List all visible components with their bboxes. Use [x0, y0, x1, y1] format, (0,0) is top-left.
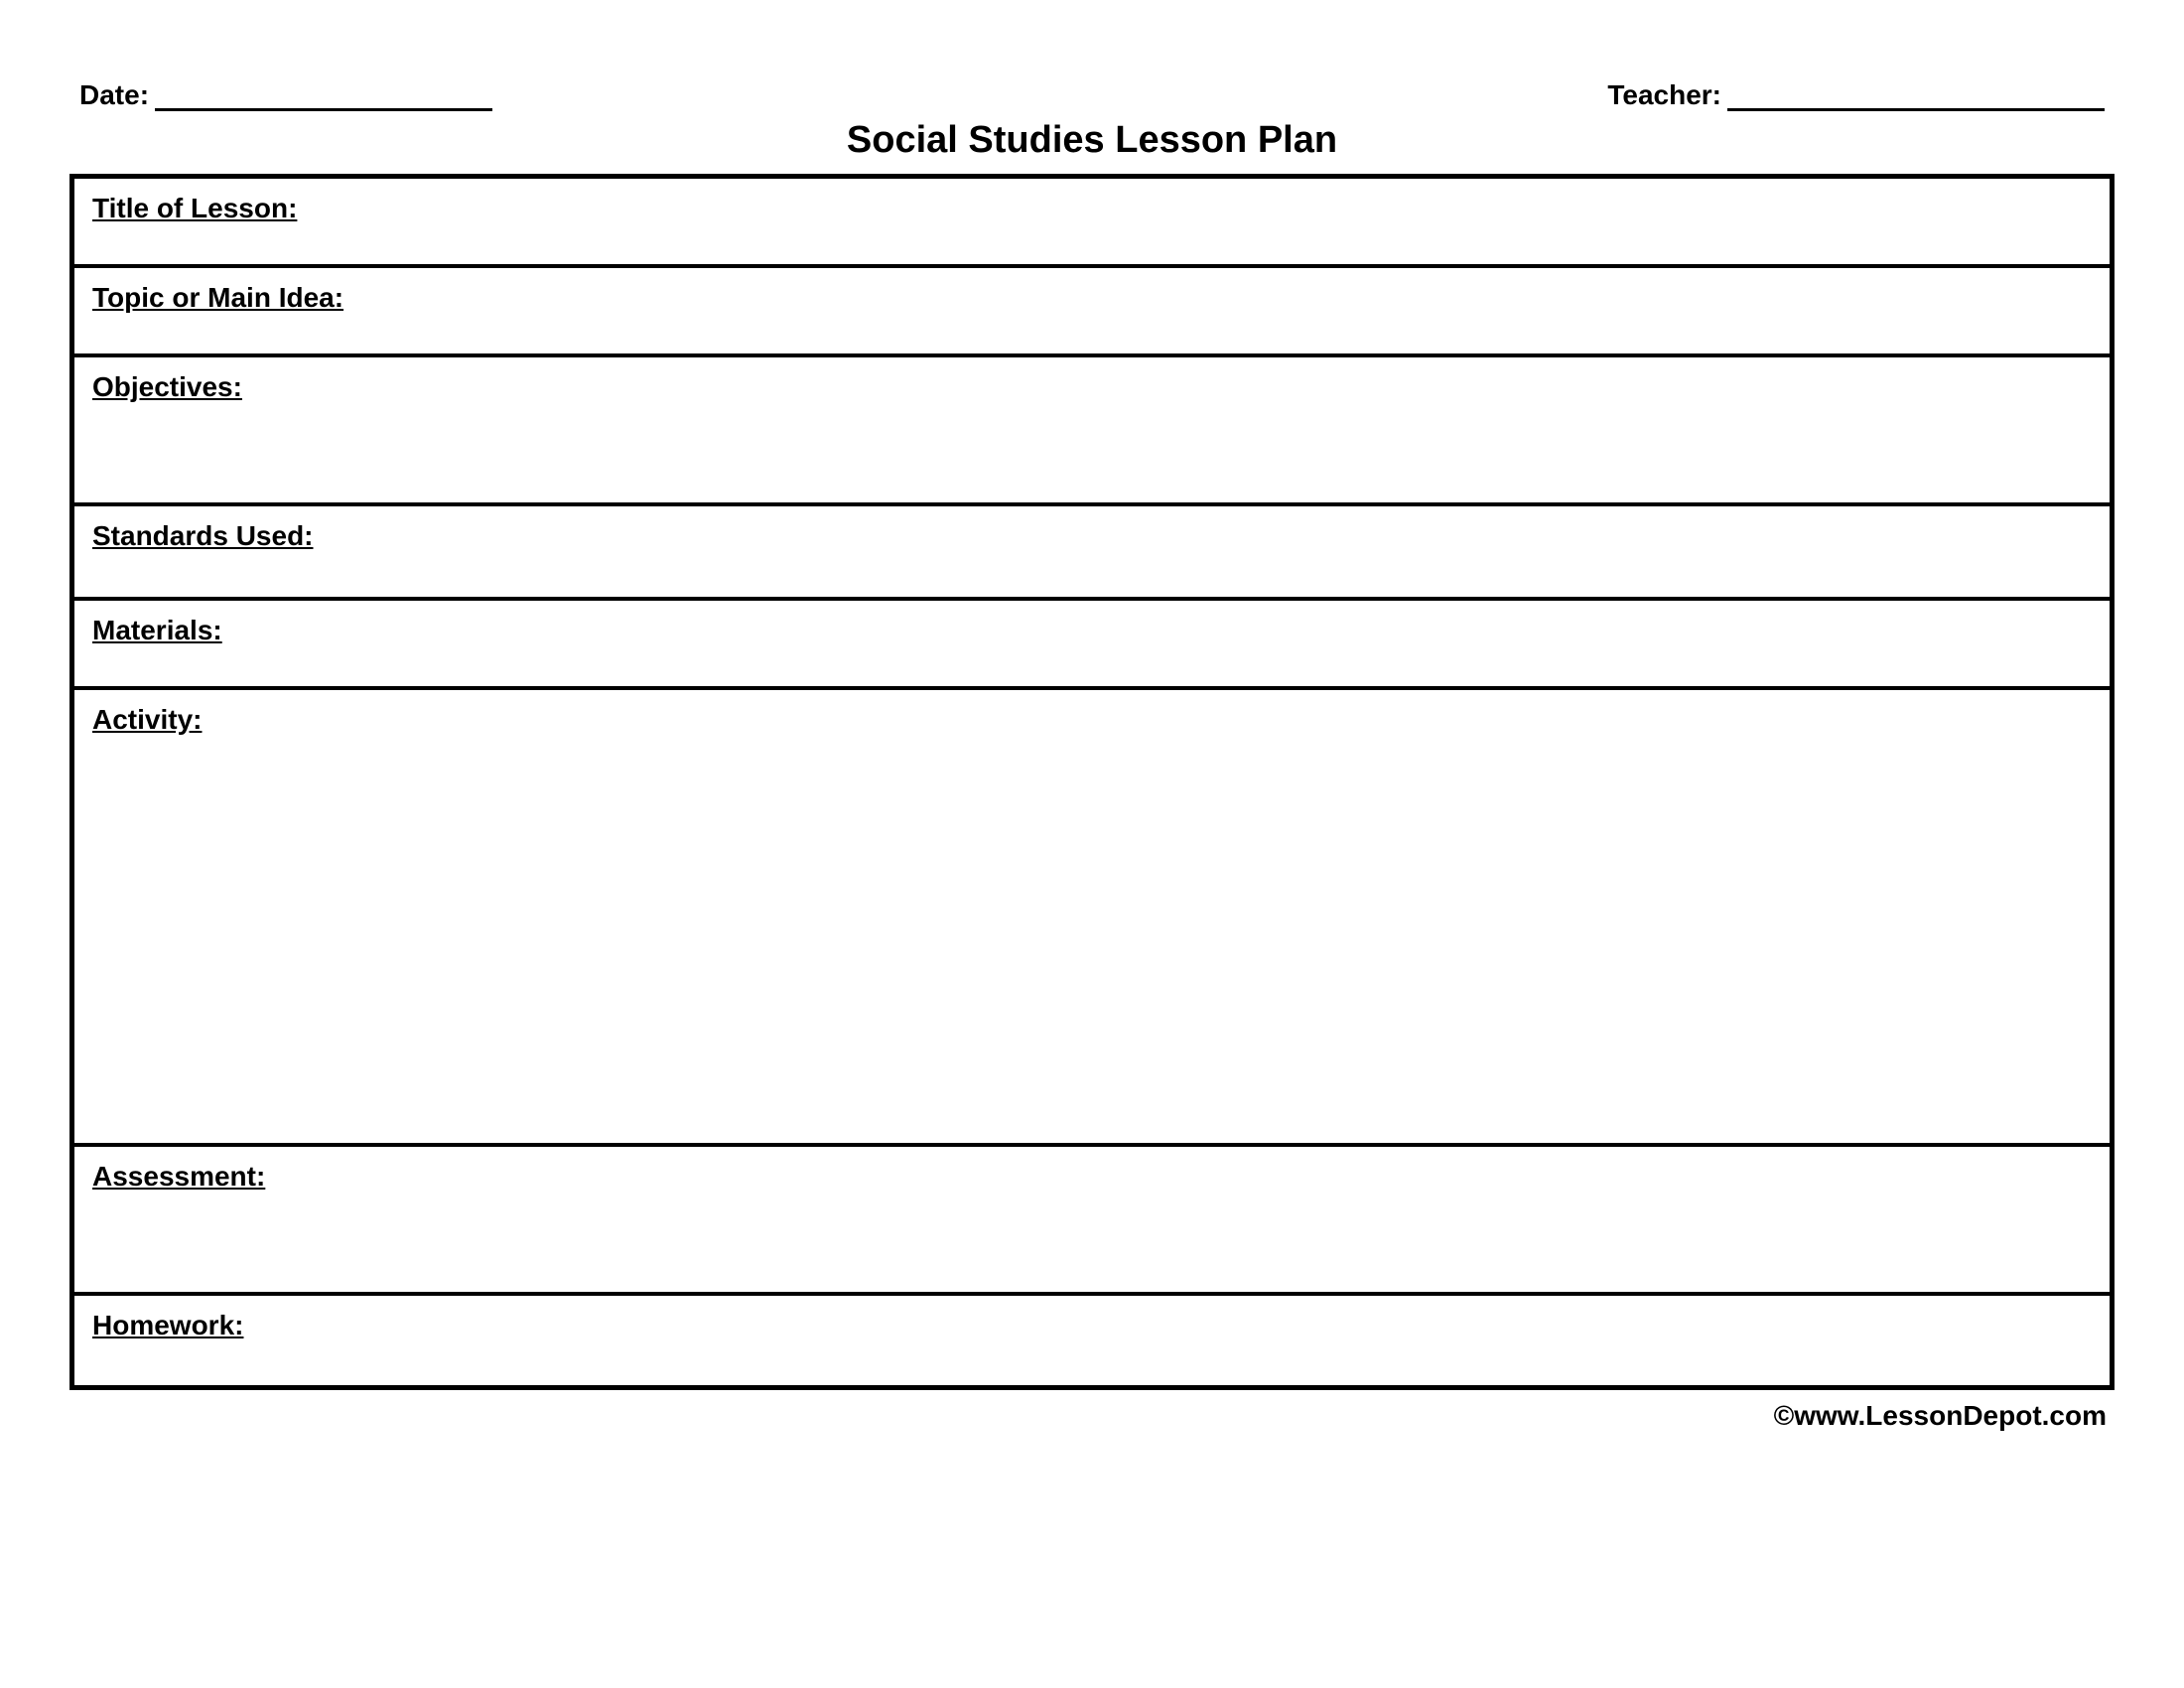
label-title-of-lesson: Title of Lesson:	[92, 193, 297, 223]
cell-materials[interactable]: Materials:	[72, 599, 2113, 688]
cell-standards[interactable]: Standards Used:	[72, 504, 2113, 599]
label-activity: Activity:	[92, 704, 202, 735]
label-objectives: Objectives:	[92, 371, 242, 402]
teacher-blank-line[interactable]	[1727, 85, 2105, 111]
header-fields: Date: Teacher:	[69, 79, 2115, 111]
cell-topic[interactable]: Topic or Main Idea:	[72, 266, 2113, 355]
page-title: Social Studies Lesson Plan	[69, 119, 2115, 162]
label-materials: Materials:	[92, 615, 222, 645]
label-assessment: Assessment:	[92, 1161, 265, 1192]
date-field: Date:	[79, 79, 492, 111]
teacher-field: Teacher:	[1607, 79, 2105, 111]
cell-title-of-lesson[interactable]: Title of Lesson:	[72, 177, 2113, 266]
lesson-plan-table: Title of Lesson: Topic or Main Idea: Obj…	[69, 174, 2115, 1390]
label-standards: Standards Used:	[92, 520, 314, 551]
cell-homework[interactable]: Homework:	[72, 1294, 2113, 1388]
cell-objectives[interactable]: Objectives:	[72, 355, 2113, 504]
cell-activity[interactable]: Activity:	[72, 688, 2113, 1145]
label-topic: Topic or Main Idea:	[92, 282, 343, 313]
date-blank-line[interactable]	[155, 85, 492, 111]
date-label: Date:	[79, 79, 155, 111]
label-homework: Homework:	[92, 1310, 243, 1340]
teacher-label: Teacher:	[1607, 79, 1727, 111]
footer-credit: ©www.LessonDepot.com	[69, 1390, 2115, 1432]
cell-assessment[interactable]: Assessment:	[72, 1145, 2113, 1294]
